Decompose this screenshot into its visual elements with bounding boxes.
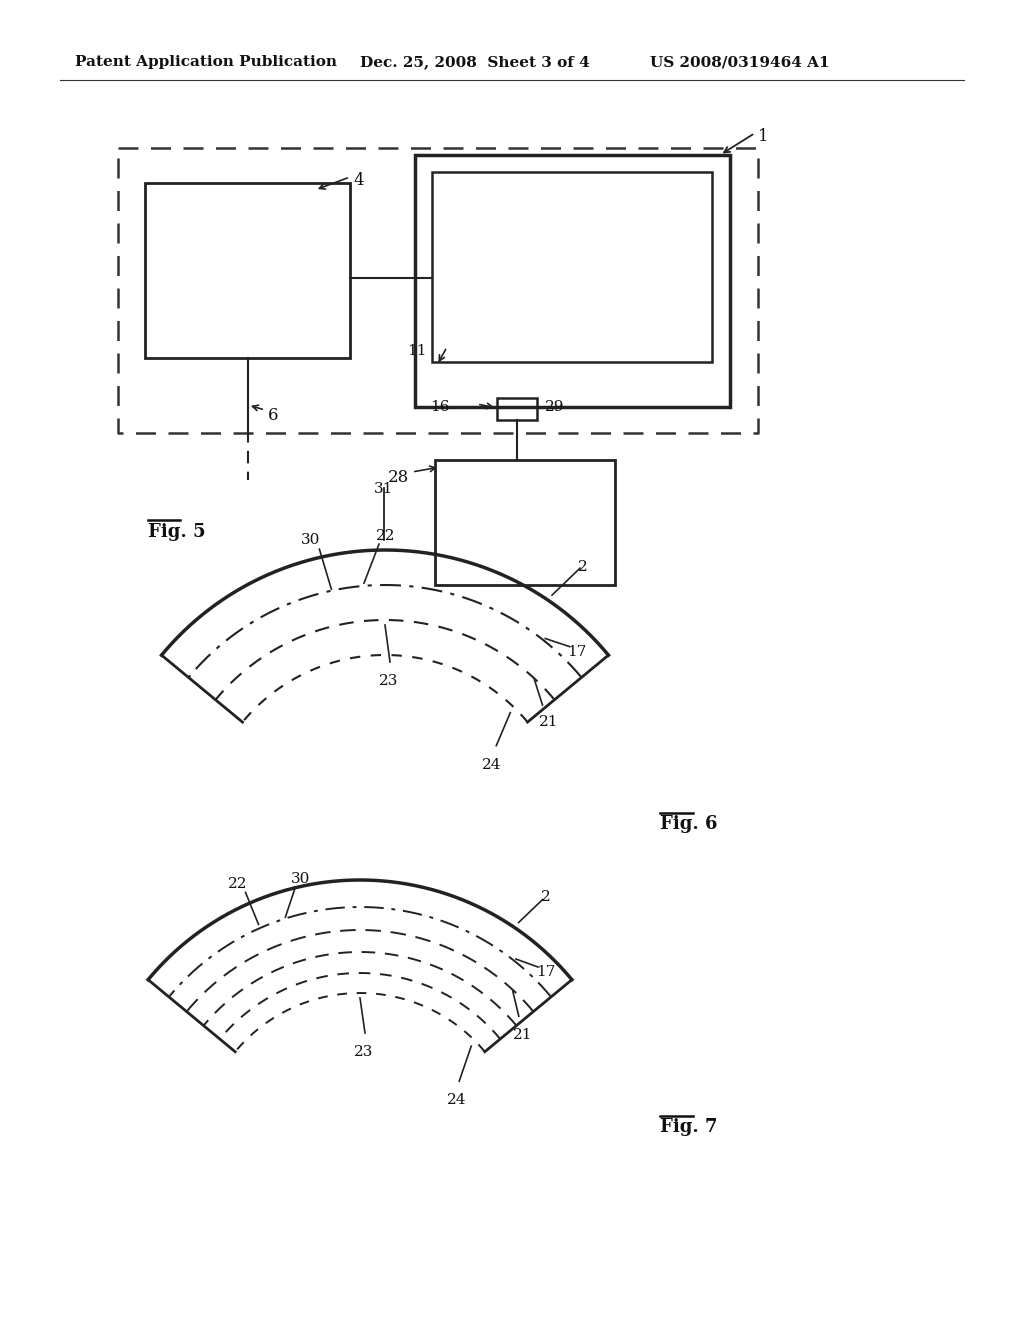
Text: 16: 16 — [430, 400, 450, 414]
Text: 23: 23 — [379, 675, 398, 688]
Text: 4: 4 — [353, 172, 364, 189]
Bar — [415, 154, 730, 407]
Text: Patent Application Publication: Patent Application Publication — [75, 55, 337, 69]
Bar — [432, 172, 712, 362]
Bar — [497, 399, 537, 420]
Text: 11: 11 — [407, 345, 427, 358]
Text: 17: 17 — [536, 965, 555, 979]
Text: Dec. 25, 2008  Sheet 3 of 4: Dec. 25, 2008 Sheet 3 of 4 — [360, 55, 590, 69]
Text: 31: 31 — [374, 482, 393, 496]
Bar — [435, 459, 615, 585]
Text: 22: 22 — [227, 878, 247, 891]
Text: Fig. 5: Fig. 5 — [148, 523, 206, 541]
Text: 28: 28 — [388, 469, 410, 486]
Text: 6: 6 — [268, 407, 279, 424]
Text: 2: 2 — [541, 890, 550, 904]
Text: 30: 30 — [292, 873, 310, 886]
Text: Fig. 7: Fig. 7 — [660, 1118, 718, 1137]
Text: 2: 2 — [578, 560, 588, 574]
Text: 24: 24 — [447, 1093, 467, 1107]
Text: 23: 23 — [354, 1045, 374, 1059]
Text: 29: 29 — [545, 400, 564, 414]
Text: US 2008/0319464 A1: US 2008/0319464 A1 — [650, 55, 829, 69]
Text: 17: 17 — [567, 644, 587, 659]
Bar — [145, 183, 350, 358]
Text: 21: 21 — [513, 1028, 532, 1043]
Text: 22: 22 — [376, 529, 395, 543]
Text: 1: 1 — [758, 128, 769, 145]
Text: 21: 21 — [539, 715, 558, 729]
Text: Fig. 6: Fig. 6 — [660, 814, 718, 833]
Text: 24: 24 — [482, 758, 502, 772]
Text: 30: 30 — [301, 533, 321, 548]
